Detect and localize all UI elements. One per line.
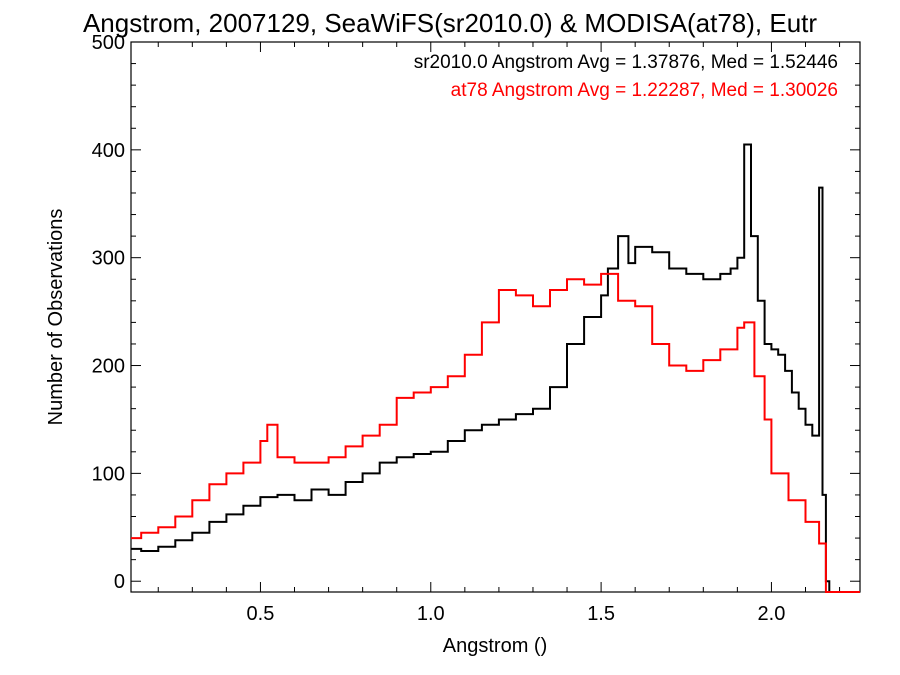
y-axis-label: Number of Observations (45, 209, 67, 426)
annotation-sr2010: sr2010.0 Angstrom Avg = 1.37876, Med = 1… (414, 52, 838, 73)
y-tick-label: 500 (92, 32, 125, 54)
series-line-sr2010 (131, 143, 860, 593)
plot-frame (130, 41, 861, 593)
x-tick-label: 2.0 (758, 603, 786, 625)
axis-ticks: 0 100 200 300 400 500 0.5 1.0 1.5 2.0 (92, 32, 860, 625)
y-tick-label: 200 (92, 356, 125, 378)
y-tick-label: 300 (92, 248, 125, 270)
y-tick-label: 0 (114, 571, 125, 593)
annotation-at78: at78 Angstrom Avg = 1.22287, Med = 1.300… (451, 80, 838, 101)
series-layer (131, 143, 860, 593)
y-tick-label: 400 (92, 140, 125, 162)
chart-title: Angstrom, 2007129, SeaWiFS(sr2010.0) & M… (83, 8, 817, 38)
x-axis-label: Angstrom () (443, 635, 547, 657)
series-line-at78 (131, 272, 860, 593)
x-tick-label: 1.5 (587, 603, 615, 625)
x-tick-label: 1.0 (417, 603, 445, 625)
y-tick-label: 100 (92, 463, 125, 485)
x-tick-label: 0.5 (247, 603, 275, 625)
